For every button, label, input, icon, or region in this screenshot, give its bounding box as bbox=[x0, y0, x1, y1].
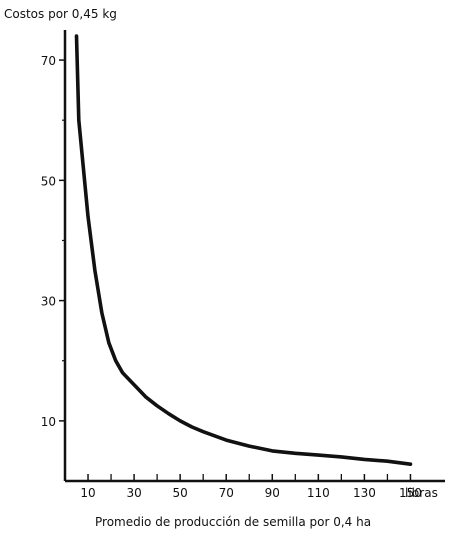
x-tick-label: 10 bbox=[80, 486, 95, 500]
y-axis: 10 30 50 70 bbox=[41, 30, 67, 481]
y-tick-label: 10 bbox=[41, 415, 56, 429]
y-axis-title: Costos por 0,45 kg bbox=[4, 7, 117, 21]
x-axis-title: Promedio de producción de semilla por 0,… bbox=[95, 515, 371, 529]
x-tick-label: 130 bbox=[353, 486, 376, 500]
x-tick-label: 50 bbox=[173, 486, 188, 500]
x-axis-ticks: 10 30 50 70 90 110 130 150 bbox=[64, 474, 422, 500]
x-tick-label: 30 bbox=[126, 486, 141, 500]
series-line bbox=[74, 34, 413, 466]
x-axis: 10 30 50 70 90 110 130 150 bbox=[64, 474, 445, 500]
y-axis-ticks: 10 30 50 70 bbox=[41, 54, 65, 429]
y-tick-label: 50 bbox=[41, 174, 56, 188]
x-tick-label: 90 bbox=[265, 486, 280, 500]
y-tick-label: 30 bbox=[41, 295, 56, 309]
y-tick-label: 70 bbox=[41, 54, 56, 68]
x-tick-label: 150 bbox=[399, 486, 422, 500]
x-tick-label: 70 bbox=[219, 486, 234, 500]
x-unit-label: libras bbox=[405, 486, 438, 500]
x-tick-label: 110 bbox=[307, 486, 330, 500]
